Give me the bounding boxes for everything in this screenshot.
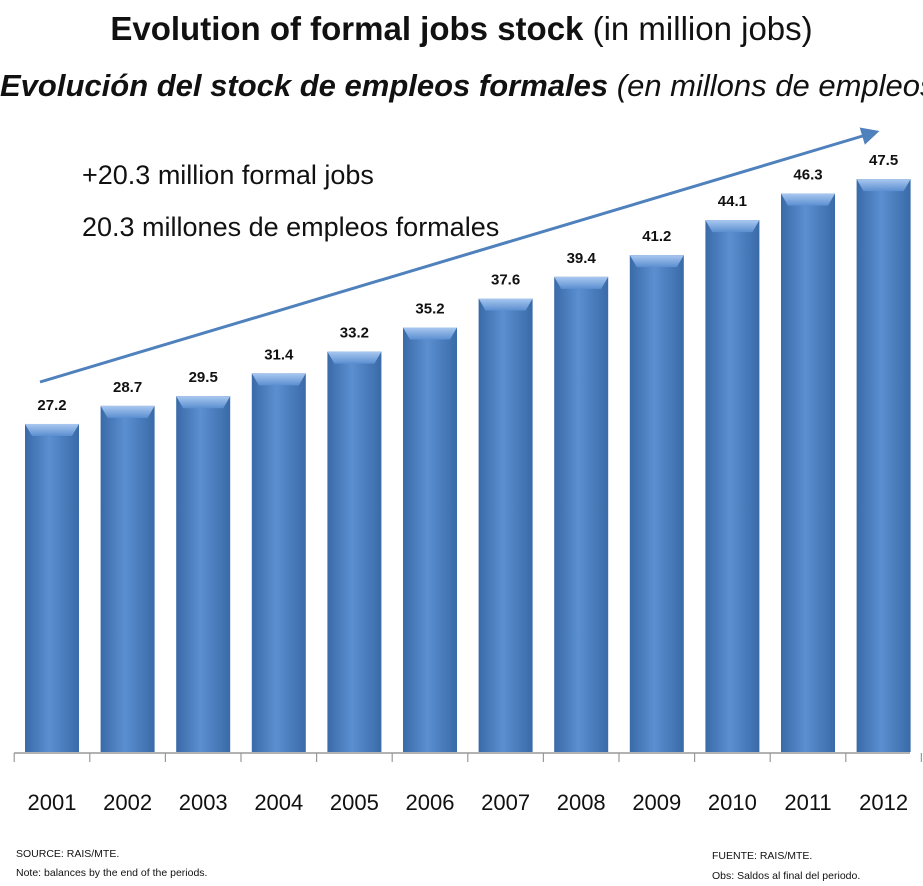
tick-label: 2011 <box>784 790 831 815</box>
data-labels-layer: 27.2 28.7 29.5 31.4 33.2 35.2 37.6 39.4 41.2 44.1… <box>37 152 898 414</box>
bar-cap <box>705 220 760 233</box>
bar-2003 <box>176 396 231 752</box>
tick-label: 2009 <box>632 790 681 815</box>
bar-body <box>478 298 533 752</box>
bar-body <box>251 373 306 752</box>
bar-2007 <box>478 298 533 752</box>
bar-2011 <box>781 193 835 752</box>
bar-cap <box>327 351 382 364</box>
bar-2004 <box>251 373 306 752</box>
data-label: 41.2 <box>642 228 671 245</box>
tick-label: 2005 <box>330 790 379 815</box>
bar-cap <box>629 255 684 268</box>
bar-cap <box>100 405 155 418</box>
data-label: 33.2 <box>340 325 369 342</box>
bar-2008 <box>554 276 609 752</box>
bar-2012 <box>856 179 911 752</box>
chart-title-es-main: Evolución del stock de empleos formales <box>0 68 609 103</box>
chart-title-en-unit: (in million jobs) <box>583 10 813 47</box>
tick-label: 2012 <box>859 790 908 815</box>
tick-label: 2006 <box>406 790 455 815</box>
source-es: FUENTE: RAIS/MTE. <box>712 850 813 862</box>
bar-cap <box>25 423 79 436</box>
data-label: 29.5 <box>189 369 218 386</box>
bar-cap <box>176 396 231 409</box>
tick-label: 2010 <box>708 790 757 815</box>
bar-2002 <box>100 405 155 752</box>
bar-body <box>25 423 79 752</box>
data-label: 28.7 <box>113 379 142 396</box>
bar-body <box>554 276 609 752</box>
x-tick-labels: 2001 2002 2003 2004 2005 2006 2007 2008 2009 2010… <box>28 790 909 815</box>
bar-body <box>100 405 155 752</box>
data-label: 31.4 <box>264 346 294 363</box>
bar-body <box>856 179 911 752</box>
chart-title-es: Evolución del stock de empleos formales … <box>0 68 923 104</box>
bar-cap <box>554 276 609 289</box>
bar-body <box>629 255 684 753</box>
bar-body <box>705 220 760 753</box>
data-label: 44.1 <box>718 193 747 210</box>
tick-label: 2004 <box>254 790 303 815</box>
chart-title-en-main: Evolution of formal jobs stock <box>110 10 584 47</box>
data-label: 37.6 <box>491 272 520 289</box>
tick-label: 2001 <box>28 790 77 815</box>
bar-cap <box>251 373 306 386</box>
tick-label: 2002 <box>103 790 152 815</box>
bar-2010 <box>705 220 760 753</box>
note-es: Obs: Saldos al final del periodo. <box>712 870 861 882</box>
chart-title-en: Evolution of formal jobs stock (in milli… <box>0 10 923 48</box>
data-label: 39.4 <box>567 250 597 267</box>
tick-label: 2008 <box>557 790 606 815</box>
source-en: SOURCE: RAIS/MTE. <box>16 848 120 860</box>
bar-2009 <box>629 255 684 753</box>
bar-cap <box>781 193 835 206</box>
x-axis <box>13 752 923 762</box>
bar-2005 <box>327 351 382 752</box>
data-label: 47.5 <box>869 152 898 169</box>
bars-layer <box>25 179 911 753</box>
note-en: Note: balances by the end of the periods… <box>16 867 208 879</box>
bar-body <box>327 351 382 752</box>
bar-2006 <box>403 327 457 752</box>
chart-title-es-unit: (en millons de empleos) <box>608 68 923 103</box>
bar-2001 <box>25 423 79 752</box>
tick-label: 2007 <box>481 790 530 815</box>
bar-cap <box>856 179 911 192</box>
data-label: 27.2 <box>37 397 66 414</box>
annotation-en: +20.3 million formal jobs <box>82 160 374 190</box>
bar-cap <box>478 298 533 311</box>
tick-label: 2003 <box>179 790 228 815</box>
bar-body <box>176 396 231 752</box>
bar-cap <box>403 327 457 340</box>
data-label: 46.3 <box>793 167 822 184</box>
data-label: 35.2 <box>415 300 444 317</box>
trend-arrow <box>39 127 880 384</box>
bar-body <box>781 193 835 752</box>
bar-body <box>403 327 457 752</box>
annotation-es: 20.3 millones de empleos formales <box>82 212 500 242</box>
